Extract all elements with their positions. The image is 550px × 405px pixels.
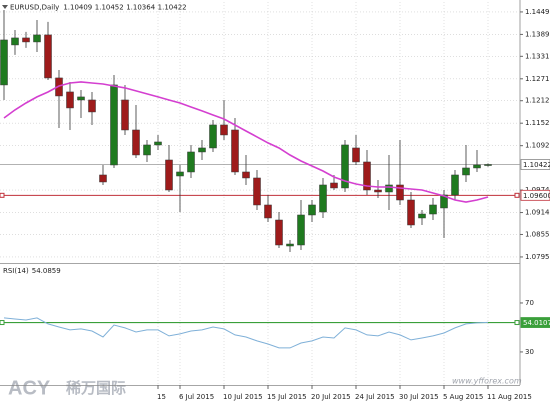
candle-body [407, 199, 415, 226]
candle-body [121, 99, 129, 131]
level-marker [514, 192, 520, 198]
x-tick-label: 5 Aug 2015 [443, 393, 483, 401]
candle-body [110, 84, 118, 166]
candle-body [297, 214, 305, 246]
title-icon [2, 5, 8, 9]
candle-body [253, 177, 261, 206]
x-tick-label: 20 Jul 2015 [311, 393, 351, 401]
candle-body [0, 39, 8, 86]
candle-body [11, 37, 19, 46]
rsi-line [3, 317, 489, 349]
level-marker [514, 320, 520, 326]
candle-body [22, 37, 30, 43]
candle-body [462, 167, 470, 176]
level-label-box [520, 317, 550, 328]
level-label-box [520, 189, 550, 201]
candle-body [209, 124, 217, 149]
y-tick-label: 1.11525 [525, 119, 550, 127]
y-tick-label: 1.12710 [525, 75, 550, 83]
watermark-url: www.yfforex.com [452, 377, 522, 386]
moving-average [3, 81, 489, 203]
watermark-brand: ACY [8, 377, 51, 399]
candle-body [165, 159, 173, 191]
candle-body [231, 129, 239, 173]
x-tick-label: 10 Jul 2015 [223, 393, 263, 401]
y-tick-label: 70 [525, 299, 534, 307]
title-high: 1.10452 [95, 4, 124, 12]
x-tick-label: 11 Aug 2015 [487, 393, 532, 401]
candle-body [143, 144, 151, 156]
x-tick-label: 6 Jul 2015 [179, 393, 214, 401]
price-label-box [520, 159, 550, 170]
candle-body [330, 182, 338, 189]
candle-body [77, 96, 85, 101]
candle-body [33, 34, 41, 43]
candle-body [242, 171, 250, 179]
y-tick-label: 1.08555 [525, 230, 550, 238]
level-marker [0, 320, 5, 326]
candle-body [220, 124, 228, 136]
candle-body [440, 194, 448, 209]
candle-body [396, 184, 404, 201]
x-tick-label: 30 Jul 2015 [399, 393, 439, 401]
y-tick-label: 1.09140 [525, 209, 550, 217]
candle-body [319, 184, 327, 213]
y-tick-label: 1.07955 [525, 253, 550, 261]
candle-body [473, 164, 481, 169]
indicator-name: RSI(14) [3, 267, 29, 275]
candle-body [363, 161, 371, 191]
candle-body [198, 147, 206, 153]
candle-body [176, 171, 184, 177]
candle-body [385, 184, 393, 193]
level-marker [0, 192, 5, 198]
candle-body [341, 144, 349, 189]
candle-body [132, 129, 140, 156]
candle-body [484, 164, 492, 166]
y-tick-label: 1.14495 [525, 8, 550, 16]
x-tick-label: 24 Jul 2015 [355, 393, 395, 401]
indicator-value: 54.0859 [32, 267, 61, 275]
title-symbol: EURUSD,Daily [10, 4, 59, 12]
level-label: 1.09600 [523, 192, 550, 200]
candle-body [154, 141, 162, 146]
watermark-name: 稀万国际 [66, 379, 126, 397]
y-tick-label: 1.12125 [525, 97, 550, 105]
candle-body [352, 147, 360, 163]
candle-body [66, 91, 74, 109]
candle-body [286, 243, 294, 247]
candle-body [55, 77, 63, 97]
indicator-title: RSI(14) 54.0859 [3, 267, 61, 275]
y-tick-label: 1.10925 [525, 142, 550, 150]
x-tick-label: 15 Jul 2015 [267, 393, 307, 401]
y-tick-label: 1.13895 [525, 30, 550, 38]
candle-body [99, 174, 107, 183]
candle-body [187, 151, 195, 173]
candle-body [88, 99, 96, 113]
candle-body [429, 204, 437, 215]
candle-body [451, 174, 459, 196]
candle-body [418, 213, 426, 219]
y-tick-label: 30 [525, 348, 534, 356]
chart-title: EURUSD,Daily 1.10409 1.10452 1.10364 1.10422 [10, 4, 187, 12]
candle-body [374, 189, 382, 193]
candle-body [275, 219, 283, 246]
title-open: 1.10409 [63, 4, 92, 12]
candle-body [264, 204, 272, 219]
x-tick-label: 15 [157, 393, 166, 401]
title-low: 1.10364 [126, 4, 155, 12]
level-label: 54.0107 [523, 319, 550, 327]
price-label: 1.10422 [523, 161, 550, 169]
candle-body [308, 204, 316, 216]
y-tick-label: 1.13310 [525, 52, 550, 60]
candle-body [44, 34, 52, 79]
title-close: 1.10422 [158, 4, 187, 12]
